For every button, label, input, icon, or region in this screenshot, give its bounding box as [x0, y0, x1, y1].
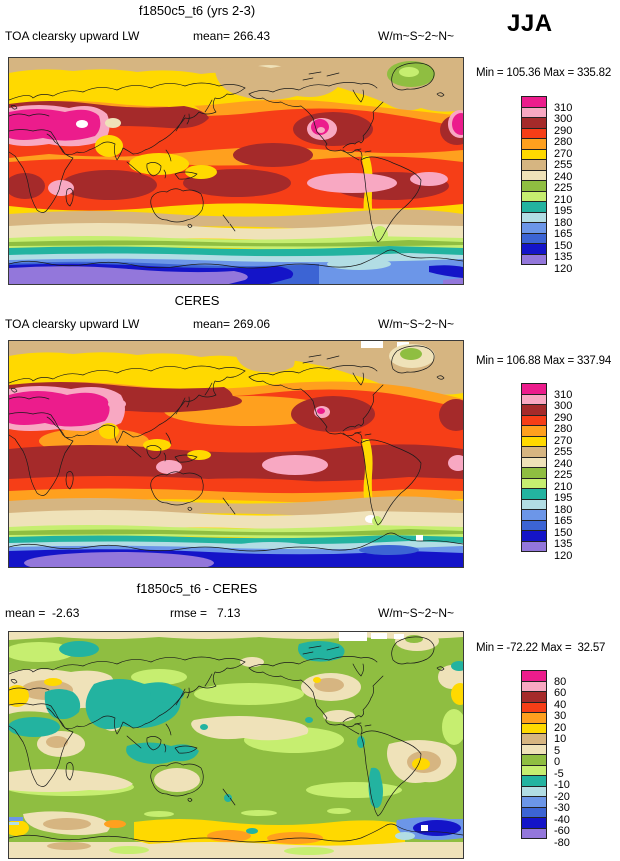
legend-tick-label: 290 [554, 411, 573, 424]
legend-tick-label: 280 [554, 136, 573, 148]
panel2-mean-label: mean= 269.06 [193, 317, 271, 331]
legend-tick-label: 180 [554, 216, 573, 229]
legend-tick-label: 150 [554, 526, 573, 539]
legend-tick-label: 165 [554, 228, 573, 240]
legend-swatch [521, 253, 547, 265]
legend-tick-label: 300 [554, 113, 573, 125]
panel1-variable-label: TOA clearsky upward LW [5, 29, 140, 43]
legend-tick-label: 270 [554, 434, 573, 447]
map-model [8, 57, 464, 285]
legend-swatch [521, 827, 547, 839]
legend-tick-label: 120 [554, 549, 573, 562]
panel2-units-label: W/m~S~2~N~ [378, 317, 455, 331]
legend-tick-label: -60 [554, 825, 570, 837]
panel1-mean-label: mean= 266.43 [193, 29, 271, 43]
legend-tick-label: 195 [554, 205, 573, 217]
panel1-units-label: W/m~S~2~N~ [378, 29, 455, 43]
legend-tick-label: 10 [554, 733, 567, 745]
panel2-title: CERES [174, 293, 220, 308]
legend-tick-label: -40 [554, 813, 570, 826]
legend-tick-label: 240 [554, 170, 573, 183]
legend-tick-label: 195 [554, 492, 573, 504]
legend-tick-label: 40 [554, 698, 567, 711]
season-label: JJA [507, 10, 553, 37]
legend-tick-label: 270 [554, 147, 573, 160]
legend-tick-label: 300 [554, 400, 573, 412]
legend-tick-label: 135 [554, 251, 573, 263]
legend-tick-label: 290 [554, 124, 573, 137]
panel2-minmax-label: Min = 106.88 Max = 337.94 [476, 355, 612, 367]
panel2-variable-label: TOA clearsky upward LW [5, 317, 140, 331]
legend-tick-label: 0 [554, 756, 561, 768]
legend-tick-label: 120 [554, 262, 573, 275]
legend-tick-label: 135 [554, 538, 573, 550]
legend-model: 310 300 290 280 270 255 240 225 210 195 180 165 150 1… [521, 96, 611, 274]
legend-tick-label: -10 [554, 779, 570, 791]
legend-tick-label: -30 [554, 802, 570, 814]
legend-tick-label: 310 [554, 101, 573, 114]
map-diff [8, 631, 464, 859]
legend-tick-label: 80 [554, 675, 567, 688]
legend-tick-label: 20 [554, 721, 567, 734]
legend-tick-label: 225 [554, 182, 573, 194]
legend-tick-label: 5 [554, 744, 561, 757]
legend-tick-label: 255 [554, 159, 573, 171]
legend-obs: 310 300 290 280 270 255 240 225 210 195 180 165 150 1… [521, 383, 611, 561]
panel3-mean-label: mean = -2.63 [5, 606, 80, 620]
map-obs [8, 340, 464, 568]
panel3-units-label: W/m~S~2~N~ [378, 606, 455, 620]
panel3-rmse-label: rmse = 7.13 [170, 606, 241, 620]
legend-tick-label: 30 [554, 710, 567, 722]
legend-swatch [521, 540, 547, 552]
map-obs-contours [9, 341, 463, 567]
legend-tick-label: 150 [554, 239, 573, 252]
legend-tick-label: 210 [554, 480, 573, 493]
map-model-contours [9, 58, 463, 284]
panel1-title: f1850c5_t6 (yrs 2-3) [138, 3, 256, 18]
legend-diff: 80 60 40 30 20 10 5 0 -5 -10 -20 -30 -40 -60 -80 [521, 670, 611, 848]
legend-tick-label: 225 [554, 469, 573, 481]
legend-tick-label: 165 [554, 515, 573, 527]
legend-tick-label: -20 [554, 790, 570, 803]
legend-tick-label: 255 [554, 446, 573, 458]
map-diff-contours [9, 632, 463, 858]
panel3-minmax-label: Min = -72.22 Max = 32.57 [476, 642, 606, 654]
panel3-title: f1850c5_t6 - CERES [136, 581, 258, 596]
legend-tick-label: 240 [554, 457, 573, 470]
legend-tick-label: 60 [554, 687, 567, 699]
legend-tick-label: 310 [554, 388, 573, 401]
legend-tick-label: -80 [554, 836, 570, 849]
panel1-minmax-label: Min = 105.36 Max = 335.82 [476, 67, 612, 79]
legend-tick-label: 180 [554, 503, 573, 516]
legend-tick-label: 210 [554, 193, 573, 206]
legend-tick-label: -5 [554, 767, 564, 780]
legend-tick-label: 280 [554, 423, 573, 435]
